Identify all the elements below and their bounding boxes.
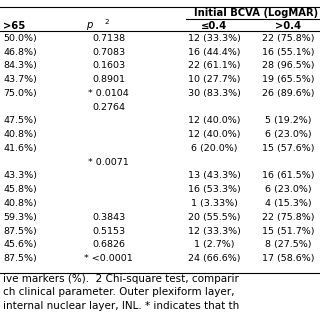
- Text: 0.5153: 0.5153: [92, 227, 125, 236]
- Text: 43.3%): 43.3%): [3, 172, 37, 180]
- Text: 22 (75.8%): 22 (75.8%): [262, 34, 314, 43]
- Text: 12 (40.0%): 12 (40.0%): [188, 130, 241, 139]
- Text: 2: 2: [104, 19, 108, 25]
- Text: 19 (65.5%): 19 (65.5%): [262, 75, 314, 84]
- Text: 40.8%): 40.8%): [3, 130, 37, 139]
- Text: >0.4: >0.4: [275, 20, 301, 31]
- Text: 4 (15.3%): 4 (15.3%): [265, 199, 311, 208]
- Text: 40.8%): 40.8%): [3, 199, 37, 208]
- Text: * <0.0001: * <0.0001: [84, 254, 133, 263]
- Text: 87.5%): 87.5%): [3, 254, 37, 263]
- Text: 75.0%): 75.0%): [3, 89, 37, 98]
- Text: 45.6%): 45.6%): [3, 240, 37, 249]
- Text: 0.2764: 0.2764: [92, 103, 125, 112]
- Text: 84.3%): 84.3%): [3, 61, 37, 70]
- Text: 87.5%): 87.5%): [3, 227, 37, 236]
- Text: ch clinical parameter. Outer plexiform layer,: ch clinical parameter. Outer plexiform l…: [3, 287, 235, 298]
- Text: 10 (27.7%): 10 (27.7%): [188, 75, 241, 84]
- Text: 22 (61.1%): 22 (61.1%): [188, 61, 241, 70]
- Text: 41.6%): 41.6%): [3, 144, 37, 153]
- Text: 8 (27.5%): 8 (27.5%): [265, 240, 311, 249]
- Text: 16 (61.5%): 16 (61.5%): [262, 172, 314, 180]
- Text: 45.8%): 45.8%): [3, 185, 37, 194]
- Text: 5 (19.2%): 5 (19.2%): [265, 116, 311, 125]
- Text: 13 (43.3%): 13 (43.3%): [188, 172, 241, 180]
- Text: >65: >65: [3, 20, 26, 31]
- Text: 0.1603: 0.1603: [92, 61, 125, 70]
- Text: Initial BCVA (LogMAR): Initial BCVA (LogMAR): [194, 8, 318, 19]
- Text: 17 (58.6%): 17 (58.6%): [262, 254, 314, 263]
- Text: 0.7138: 0.7138: [92, 34, 125, 43]
- Text: 0.3843: 0.3843: [92, 213, 125, 222]
- Text: 12 (33.3%): 12 (33.3%): [188, 227, 241, 236]
- Text: 22 (75.8%): 22 (75.8%): [262, 213, 314, 222]
- Text: * 0.0071: * 0.0071: [88, 158, 129, 167]
- Text: 6 (23.0%): 6 (23.0%): [265, 130, 311, 139]
- Text: 0.6826: 0.6826: [92, 240, 125, 249]
- Text: 16 (53.3%): 16 (53.3%): [188, 185, 241, 194]
- Text: 59.3%): 59.3%): [3, 213, 37, 222]
- Text: 16 (55.1%): 16 (55.1%): [262, 48, 314, 57]
- Text: 43.7%): 43.7%): [3, 75, 37, 84]
- Text: 16 (44.4%): 16 (44.4%): [188, 48, 241, 57]
- Text: 46.8%): 46.8%): [3, 48, 37, 57]
- Text: 0.7083: 0.7083: [92, 48, 125, 57]
- Text: 6 (20.0%): 6 (20.0%): [191, 144, 238, 153]
- Text: 12 (33.3%): 12 (33.3%): [188, 34, 241, 43]
- Text: 6 (23.0%): 6 (23.0%): [265, 185, 311, 194]
- Text: 12 (40.0%): 12 (40.0%): [188, 116, 241, 125]
- Text: 20 (55.5%): 20 (55.5%): [188, 213, 241, 222]
- Text: 0.8901: 0.8901: [92, 75, 125, 84]
- Text: ≤0.4: ≤0.4: [201, 20, 228, 31]
- Text: 30 (83.3%): 30 (83.3%): [188, 89, 241, 98]
- Text: $p$: $p$: [86, 20, 94, 32]
- Text: 50.0%): 50.0%): [3, 34, 37, 43]
- Text: 47.5%): 47.5%): [3, 116, 37, 125]
- Text: * 0.0104: * 0.0104: [88, 89, 129, 98]
- Text: 15 (57.6%): 15 (57.6%): [262, 144, 314, 153]
- Text: 15 (51.7%): 15 (51.7%): [262, 227, 314, 236]
- Text: 24 (66.6%): 24 (66.6%): [188, 254, 241, 263]
- Text: ive markers (%).  2 Chi-square test, comparir: ive markers (%). 2 Chi-square test, comp…: [3, 274, 239, 284]
- Text: 26 (89.6%): 26 (89.6%): [262, 89, 314, 98]
- Text: 1 (3.33%): 1 (3.33%): [191, 199, 238, 208]
- Text: internal nuclear layer, INL. * indicates that th: internal nuclear layer, INL. * indicates…: [3, 301, 239, 311]
- Text: 28 (96.5%): 28 (96.5%): [262, 61, 314, 70]
- Text: 1 (2.7%): 1 (2.7%): [194, 240, 235, 249]
